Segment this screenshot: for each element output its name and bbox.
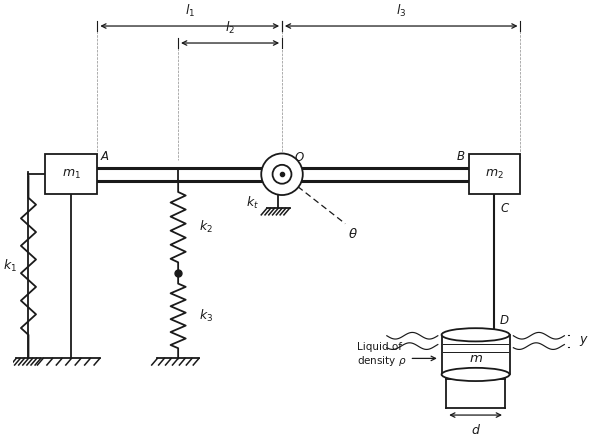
Text: $k_3$: $k_3$ [199, 308, 213, 324]
Circle shape [273, 165, 291, 184]
Text: Liquid of
density $\rho$: Liquid of density $\rho$ [356, 342, 407, 367]
Text: $m_2$: $m_2$ [485, 168, 504, 181]
Text: $\theta$: $\theta$ [348, 226, 358, 240]
Text: $m$: $m$ [468, 352, 483, 365]
Text: $m_1$: $m_1$ [62, 168, 81, 181]
Text: $k_1$: $k_1$ [2, 258, 17, 274]
Text: $d$: $d$ [471, 423, 481, 437]
Text: D: D [500, 314, 509, 327]
Ellipse shape [441, 368, 510, 381]
Text: A: A [101, 150, 109, 163]
Bar [45, 155, 97, 194]
Bar [468, 155, 520, 194]
Circle shape [261, 153, 303, 195]
Text: $l_2$: $l_2$ [225, 20, 235, 36]
Text: O: O [294, 151, 304, 164]
Text: $l_1$: $l_1$ [185, 4, 195, 19]
Text: $k_2$: $k_2$ [199, 219, 213, 235]
Text: $y$: $y$ [579, 334, 588, 348]
Text: $l_3$: $l_3$ [396, 4, 407, 19]
Text: C: C [500, 201, 509, 215]
Text: $k_t$: $k_t$ [247, 194, 260, 211]
Text: B: B [457, 150, 465, 163]
Ellipse shape [441, 328, 510, 341]
